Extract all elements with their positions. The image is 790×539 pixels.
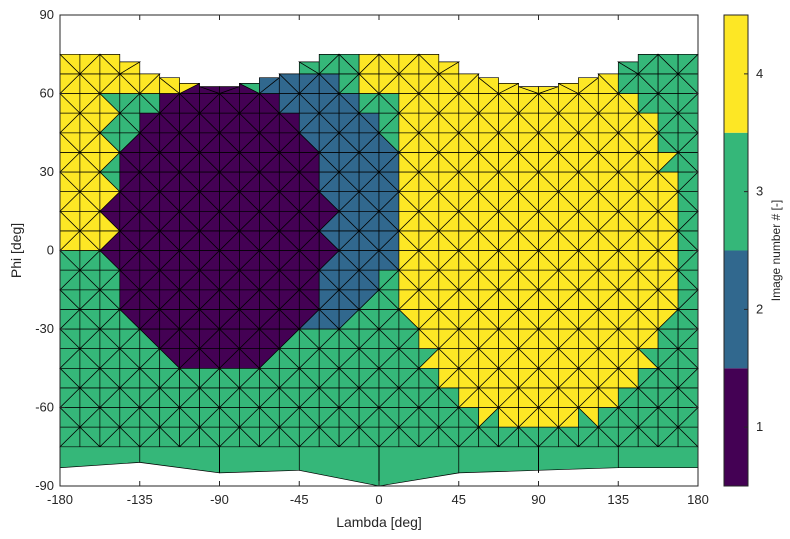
y-axis: -90 -60 -30 0 30 60 90: [35, 7, 698, 493]
mesh-cell: [139, 73, 161, 95]
x-tick-label: 180: [687, 492, 709, 507]
x-tick-label: -90: [210, 492, 229, 507]
x-axis: -180 -135 -90 -45 0 45 90 135 180: [47, 15, 709, 507]
mesh-cell: [578, 77, 600, 95]
y-tick-label: 30: [40, 164, 54, 179]
mesh-cell: [358, 53, 380, 75]
triangle-mesh: [59, 53, 699, 487]
mesh-cell: [458, 446, 539, 474]
y-tick-label: -30: [35, 321, 54, 336]
colorbar: 1 2 3 4: [723, 14, 763, 487]
mesh-cell: [219, 446, 300, 474]
colorbar-tick-label: 2: [756, 301, 763, 316]
mesh-edges: [219, 446, 539, 486]
mesh-cell: [59, 446, 141, 469]
x-tick-label: -180: [47, 492, 73, 507]
y-tick-label: 60: [40, 86, 54, 101]
mesh-cell: [498, 83, 519, 95]
x-axis-label: Lambda [deg]: [336, 514, 422, 530]
x-tick-label: -45: [290, 492, 309, 507]
mesh-cell: [378, 446, 460, 487]
mesh-cell: [438, 61, 461, 75]
mesh-cell: [538, 446, 619, 471]
x-tick-label: 90: [531, 492, 545, 507]
mesh-cell: [259, 77, 281, 95]
mesh-cell: [298, 446, 380, 487]
x-tick-label: 0: [375, 492, 382, 507]
y-tick-label: -60: [35, 400, 54, 415]
mesh-cell: [79, 53, 101, 75]
colorbar-tick-label: 1: [756, 419, 763, 434]
mesh-cell: [318, 54, 340, 75]
colorbar-frame: [723, 14, 749, 487]
mesh-cell: [219, 86, 240, 94]
mesh-cell: [398, 53, 420, 75]
mesh-cell: [119, 61, 142, 75]
x-tick-label: -135: [127, 492, 153, 507]
y-tick-label: -90: [35, 478, 54, 493]
y-tick-label: 0: [47, 243, 54, 258]
mesh-cell: [538, 86, 559, 94]
mesh-cell: [139, 446, 220, 474]
y-axis-label: Phi [deg]: [8, 223, 24, 278]
mesh-cell: [637, 54, 659, 75]
colorbar-label: Image number # [-]: [769, 200, 783, 301]
mesh-cell: [458, 73, 480, 95]
y-tick-label: 90: [40, 7, 54, 22]
x-tick-label: 135: [607, 492, 629, 507]
mesh-cell: [617, 446, 699, 469]
colorbar-tick-label: 3: [756, 184, 763, 199]
mesh-cell: [677, 53, 699, 75]
mesh-cell: [179, 83, 200, 95]
colorbar-tick-label: 4: [756, 66, 763, 81]
x-tick-label: 45: [452, 492, 466, 507]
